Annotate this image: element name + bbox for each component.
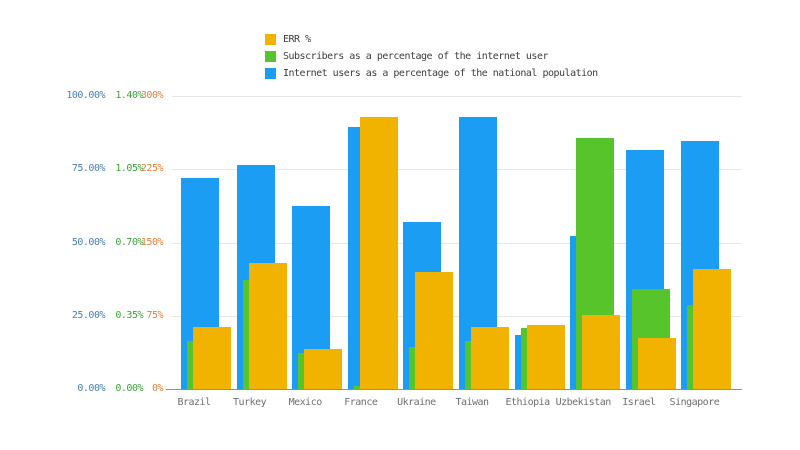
y-tick-green: 1.40% [115, 90, 143, 101]
gridline [172, 242, 742, 244]
gridline [172, 315, 742, 317]
chart-legend: ERR % Subscribers as a percentage of the… [265, 31, 598, 82]
bar-orange-france [359, 116, 398, 389]
x-label-mexico: Mexico [288, 397, 323, 408]
x-axis-line [166, 389, 742, 390]
y-tick-blue: 100.00% [66, 90, 105, 101]
legend-label: Internet users as a percentage of the na… [283, 68, 598, 79]
legend-item-subscribers[interactable]: Subscribers as a percentage of the inter… [265, 48, 598, 65]
y-tick-orange: 150% [140, 236, 164, 248]
gridline [172, 169, 742, 171]
bar-orange-ukraine [415, 271, 454, 389]
y-tick-green: 1.05% [115, 163, 143, 175]
x-label-france: France [344, 397, 378, 408]
legend-swatch-green-icon [265, 51, 276, 62]
x-label-israel: Israel [622, 397, 656, 408]
bar-orange-turkey [248, 263, 287, 389]
y-tick-green: 0.00% [115, 383, 143, 394]
y-tick-orange: 0% [151, 383, 164, 394]
y-tick-blue: 25.00% [71, 309, 106, 321]
legend-label: ERR % [283, 34, 311, 45]
x-label-turkey: Turkey [233, 397, 267, 408]
x-label-singapore: Singapore [669, 397, 720, 408]
y-tick-orange: 300% [140, 90, 164, 101]
y-tick-blue: 75.00% [71, 163, 106, 175]
legend-swatch-blue-icon [265, 68, 276, 79]
y-tick-orange: 225% [140, 163, 164, 175]
x-label-uzbekistan: Uzbekistan [555, 397, 612, 408]
gridline [172, 96, 742, 97]
x-label-taiwan: Taiwan [455, 397, 489, 408]
x-label-ukraine: Ukraine [397, 397, 436, 408]
y-tick-blue: 50.00% [71, 236, 106, 248]
bar-orange-mexico [304, 348, 343, 389]
y-tick-blue: 0.00% [77, 383, 105, 394]
bar-orange-uzbekistan [582, 314, 621, 389]
bar-orange-singapore [693, 268, 732, 389]
legend-swatch-orange-icon [265, 34, 276, 45]
bar-orange-brazil [193, 327, 231, 389]
y-tick-orange: 75% [146, 309, 163, 321]
bar-orange-taiwan [471, 327, 509, 389]
legend-item-internet-users[interactable]: Internet users as a percentage of the na… [265, 65, 598, 82]
x-label-brazil: Brazil [177, 397, 211, 408]
bar-orange-israel [637, 338, 676, 389]
y-tick-green: 0.70% [115, 236, 143, 248]
y-tick-green: 0.35% [115, 309, 143, 321]
bar-orange-ethiopia [526, 324, 565, 389]
legend-item-err[interactable]: ERR % [265, 31, 598, 48]
legend-label: Subscribers as a percentage of the inter… [283, 51, 548, 62]
x-label-ethiopia: Ethiopia [505, 397, 551, 408]
